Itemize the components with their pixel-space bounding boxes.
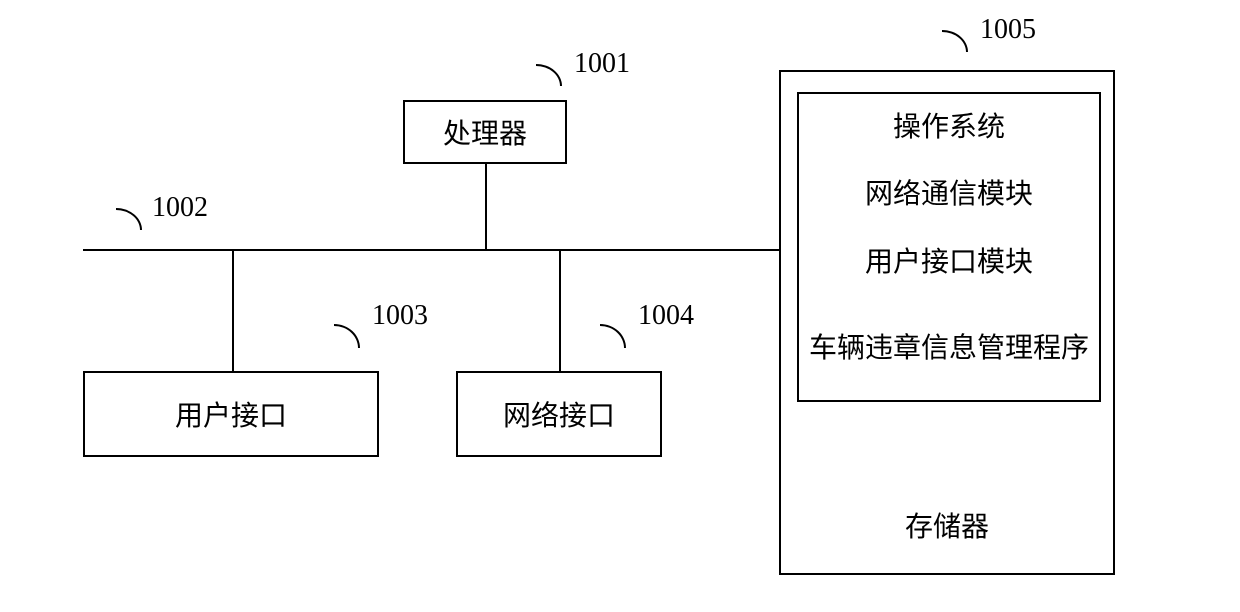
memory-item-label-netcomm: 网络通信模块 — [865, 177, 1033, 212]
memory-item-os: 操作系统 — [797, 92, 1101, 162]
memory-item-vvimp: 车辆违章信息管理程序 — [797, 296, 1101, 402]
callout-leader-1003 — [334, 324, 360, 348]
callout-leader-1004 — [600, 324, 626, 348]
user_interface-box: 用户接口 — [83, 371, 379, 457]
processor-label: 处理器 — [443, 112, 527, 152]
bus-line — [83, 249, 779, 251]
memory-item-label-os: 操作系统 — [893, 110, 1005, 145]
connector-processor — [485, 164, 487, 249]
callout-label-1001: 1001 — [574, 48, 630, 80]
callout-leader-1001 — [536, 64, 562, 86]
connector-user_interface — [232, 249, 234, 371]
memory-box: 操作系统网络通信模块用户接口模块车辆违章信息管理程序存储器 — [779, 70, 1115, 575]
callout-label-1004: 1004 — [638, 300, 694, 332]
memory-item-uimod: 用户接口模块 — [797, 228, 1101, 298]
network_interface-box: 网络接口 — [456, 371, 662, 457]
diagram-canvas: 处理器用户接口 网络接口 操作系统网络通信模块用户接口模块车辆违章信息管理程序存储器… — [0, 0, 1240, 612]
callout-label-1005: 1005 — [980, 14, 1036, 46]
callout-label-1002: 1002 — [152, 192, 208, 224]
callout-label-1003: 1003 — [372, 300, 428, 332]
connector-network_interface — [559, 249, 561, 371]
memory-caption: 存储器 — [781, 505, 1113, 545]
memory-item-netcomm: 网络通信模块 — [797, 160, 1101, 230]
callout-leader-1005 — [942, 30, 968, 52]
user_interface-label: 用户接口 — [175, 394, 287, 434]
memory-item-label-vvimp: 车辆违章信息管理程序 — [809, 331, 1089, 366]
memory-item-label-uimod: 用户接口模块 — [865, 245, 1033, 280]
network_interface-label: 网络接口 — [503, 394, 615, 434]
processor-box: 处理器 — [403, 100, 567, 164]
callout-leader-1002 — [116, 208, 142, 230]
